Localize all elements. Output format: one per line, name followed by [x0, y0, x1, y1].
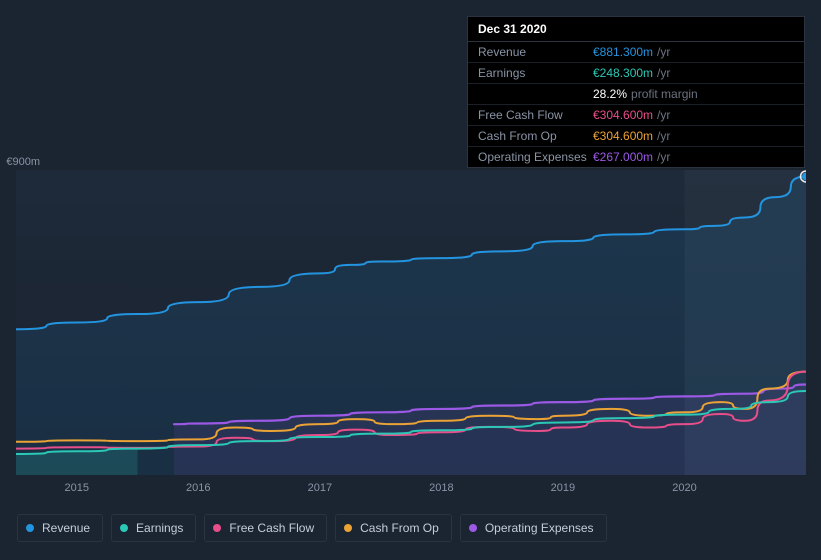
tooltip-value: €248.300m — [593, 66, 653, 80]
tooltip-value: €267.000m — [593, 150, 653, 164]
legend-label: Free Cash Flow — [229, 521, 314, 535]
tooltip-unit: /yr — [657, 129, 670, 143]
y-tick-max: €900m — [0, 156, 40, 168]
legend-dot-icon — [469, 524, 477, 532]
legend-label: Operating Expenses — [485, 521, 594, 535]
legend-item-earnings[interactable]: Earnings — [111, 514, 196, 542]
x-tick-2015: 2015 — [65, 482, 89, 494]
legend-dot-icon — [344, 524, 352, 532]
tooltip-row-fcf: Free Cash Flow€304.600m/yr — [468, 105, 804, 126]
chart-tooltip: Dec 31 2020 Revenue€881.300m/yrEarnings€… — [467, 16, 805, 168]
x-tick-2018: 2018 — [429, 482, 453, 494]
tooltip-value: €881.300m — [593, 45, 653, 59]
legend-label: Revenue — [42, 521, 90, 535]
tooltip-value: €304.600m — [593, 129, 653, 143]
legend-dot-icon — [213, 524, 221, 532]
tooltip-label: Free Cash Flow — [478, 109, 593, 121]
tooltip-date: Dec 31 2020 — [468, 17, 804, 42]
tooltip-unit: /yr — [657, 45, 670, 59]
tooltip-unit: /yr — [657, 108, 670, 122]
tooltip-row-opex: Operating Expenses€267.000m/yr — [468, 147, 804, 167]
chart-area[interactable] — [16, 170, 806, 475]
legend-item-opex[interactable]: Operating Expenses — [460, 514, 607, 542]
legend-label: Cash From Op — [360, 521, 439, 535]
legend-dot-icon — [26, 524, 34, 532]
tooltip-value: €304.600m — [593, 108, 653, 122]
tooltip-label: Revenue — [478, 46, 593, 58]
tooltip-margin-label: profit margin — [631, 87, 698, 101]
tooltip-unit: /yr — [657, 150, 670, 164]
legend-label: Earnings — [136, 521, 183, 535]
legend-item-cfo[interactable]: Cash From Op — [335, 514, 452, 542]
x-tick-2017: 2017 — [308, 482, 332, 494]
legend-dot-icon — [120, 524, 128, 532]
tooltip-row-earnings: Earnings€248.300m/yr — [468, 63, 804, 84]
tooltip-unit: /yr — [657, 66, 670, 80]
tooltip-margin-value: 28.2% — [593, 87, 627, 101]
legend-item-fcf[interactable]: Free Cash Flow — [204, 514, 327, 542]
tooltip-row-cfo: Cash From Op€304.600m/yr — [468, 126, 804, 147]
tooltip-label: Cash From Op — [478, 130, 593, 142]
legend-item-revenue[interactable]: Revenue — [17, 514, 103, 542]
x-tick-2020: 2020 — [672, 482, 696, 494]
x-tick-2016: 2016 — [186, 482, 210, 494]
tooltip-row-revenue: Revenue€881.300m/yr — [468, 42, 804, 63]
tooltip-row-earnings-margin: 28.2% profit margin — [468, 84, 804, 105]
x-axis-labels: 2015 2016 2017 2018 2019 2020 — [16, 482, 806, 498]
tooltip-label: Operating Expenses — [478, 151, 593, 163]
chart-legend: Revenue Earnings Free Cash Flow Cash From O… — [17, 514, 607, 542]
x-tick-2019: 2019 — [551, 482, 575, 494]
tooltip-label: Earnings — [478, 67, 593, 79]
